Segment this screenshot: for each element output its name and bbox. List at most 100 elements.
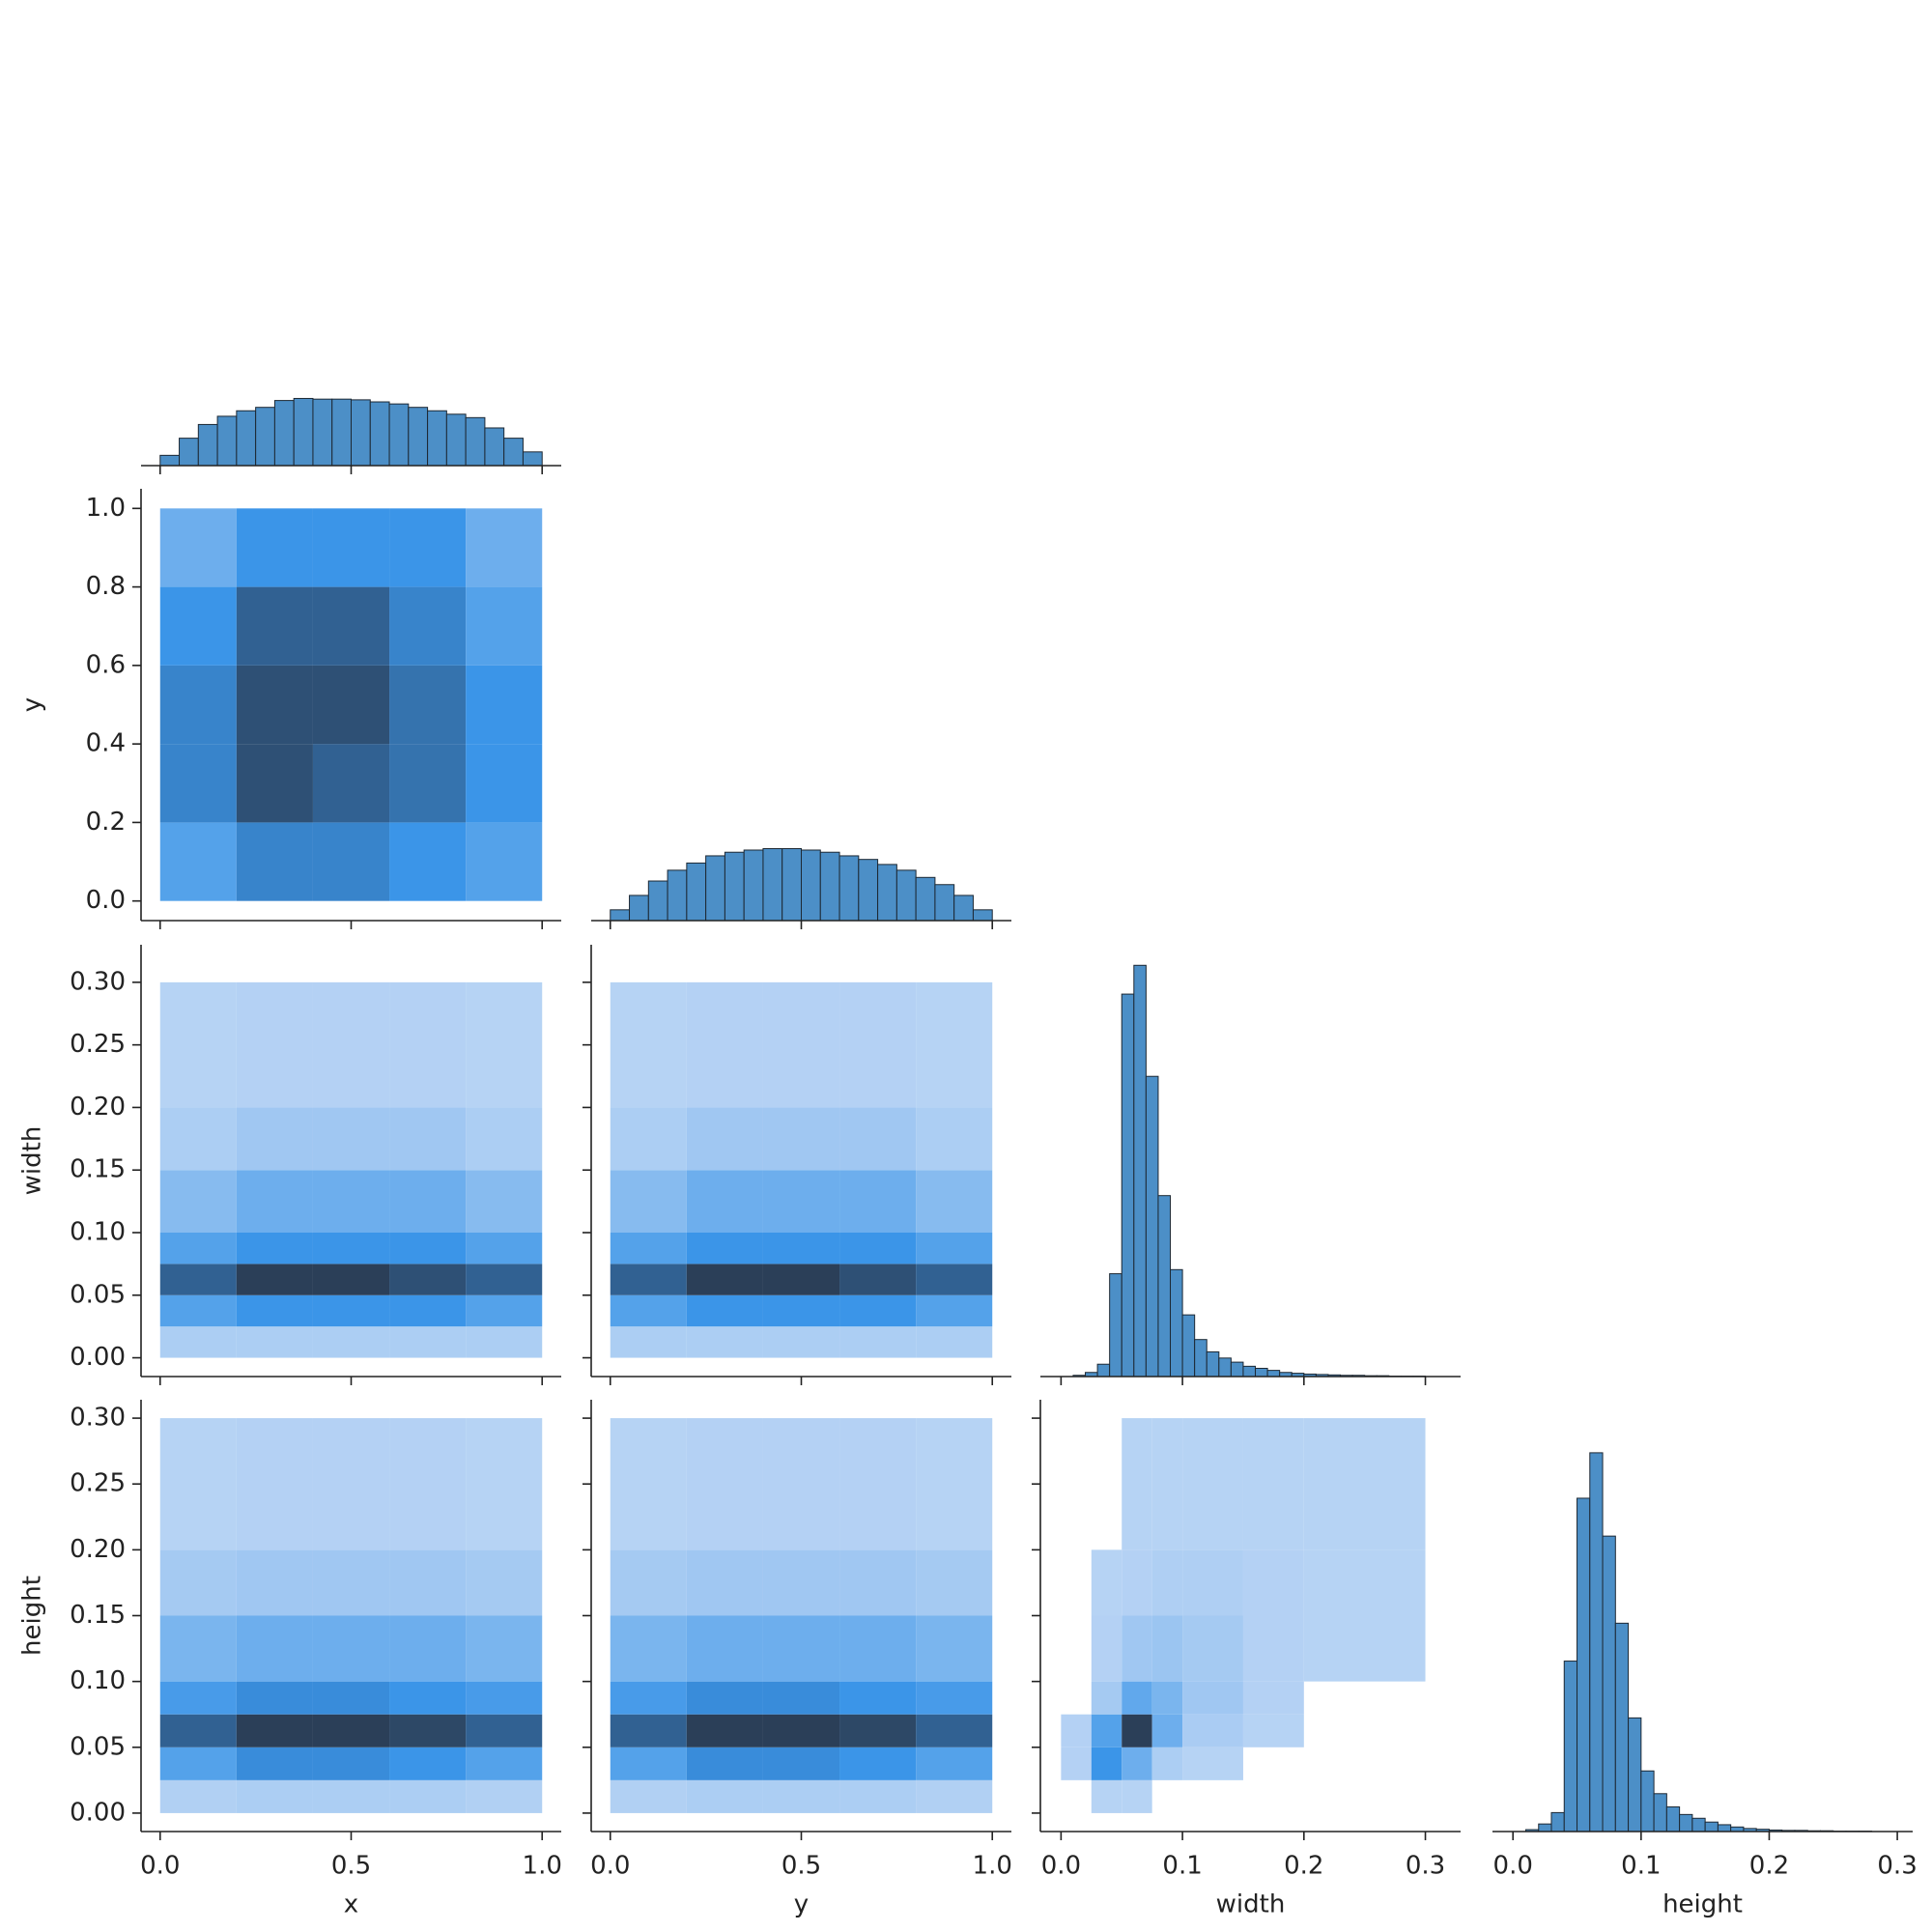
hist2d-cell xyxy=(610,1549,687,1616)
hist2d-cell xyxy=(312,1107,390,1171)
hist2d-cell xyxy=(1122,1714,1152,1747)
histogram-bar xyxy=(1679,1813,1693,1833)
histogram-bar xyxy=(1691,1817,1706,1833)
x-tick-label: 0.1 xyxy=(1621,1852,1661,1881)
hist2d-cell xyxy=(159,1326,237,1358)
hist2d-cell xyxy=(1091,1615,1122,1682)
x-tick-label: 0.0 xyxy=(1041,1852,1081,1881)
hist2d-cell xyxy=(159,1170,237,1233)
hist2d-cell xyxy=(159,1615,237,1682)
hist2d-cell xyxy=(389,1233,467,1264)
hist2d-cell xyxy=(916,1714,993,1747)
hist2d-cell xyxy=(1242,1714,1304,1747)
hist2d-cell xyxy=(312,1779,390,1813)
hist2d-cell xyxy=(839,1549,917,1616)
hist2d-cell xyxy=(389,1170,467,1233)
hist2d-cell xyxy=(466,1714,543,1747)
hist2d-cell xyxy=(1151,1714,1183,1747)
hist2d-cell xyxy=(610,1418,687,1550)
hist2d-cell xyxy=(159,744,237,823)
hist2d-cell xyxy=(762,1170,840,1233)
histogram-bar xyxy=(1614,1622,1630,1833)
hist2d-cell xyxy=(916,1549,993,1616)
hist2d-cell xyxy=(610,1615,687,1682)
y-tick-label: 0.10 xyxy=(70,1666,126,1695)
hist2d-cell xyxy=(686,1233,763,1264)
histogram-bar xyxy=(781,848,803,922)
hist2d-cell xyxy=(236,1615,313,1682)
hist2d-cell xyxy=(839,1264,917,1295)
hist2d-cell xyxy=(839,1615,917,1682)
histogram-bar xyxy=(331,398,352,467)
hist2d-cell xyxy=(762,1714,840,1747)
hist2d-cell xyxy=(762,1615,840,1682)
histogram-bar xyxy=(1665,1806,1681,1833)
hist2d-cell xyxy=(389,744,467,823)
hist2d-cell xyxy=(916,981,993,1108)
hist2d-cell xyxy=(1091,1681,1122,1715)
hist2d-cell xyxy=(312,1418,390,1550)
hist2d-cell xyxy=(762,1779,840,1813)
y-tick-label: 0.25 xyxy=(70,1030,126,1059)
y-tick-label: 0.15 xyxy=(70,1601,126,1630)
hist2d-cell xyxy=(1242,1615,1304,1682)
y-tick-label: 1.0 xyxy=(86,494,126,523)
hist2d-cell xyxy=(389,1264,467,1295)
hist2d-cell xyxy=(466,1615,543,1682)
hist2d-cell xyxy=(159,1549,237,1616)
x-axis-label: x xyxy=(344,1890,358,1919)
hist2d-cell xyxy=(312,744,390,823)
histogram-bar xyxy=(1242,1365,1257,1378)
histogram-bar xyxy=(819,851,840,922)
hist2d-cell xyxy=(1151,1549,1183,1616)
histogram-bar xyxy=(1255,1367,1268,1378)
histogram-bar xyxy=(724,851,745,922)
hist2d-cell xyxy=(610,1747,687,1780)
hist2d-cell xyxy=(1151,1681,1183,1715)
x-axis-label: width xyxy=(1216,1890,1286,1919)
histogram-bar xyxy=(312,398,333,467)
hist2d-cell xyxy=(916,1681,993,1715)
histogram-bar xyxy=(667,869,688,922)
hist2d-cell xyxy=(916,1326,993,1358)
hist2d-cell xyxy=(236,1233,313,1264)
hist2d-cell xyxy=(1242,1681,1304,1715)
hist2d-cell xyxy=(312,1615,390,1682)
hist2d-cell xyxy=(312,1747,390,1780)
hist2d-cell xyxy=(916,1233,993,1264)
hist2d-cell xyxy=(1303,1418,1426,1550)
hist2d-cell xyxy=(389,1681,467,1715)
hist2d-cell xyxy=(1303,1615,1426,1682)
histogram-bar xyxy=(610,909,631,922)
hist2d-cell xyxy=(1242,1418,1304,1550)
hist2d-cell xyxy=(466,665,543,745)
histogram-bar xyxy=(629,895,649,922)
hist2d-cell xyxy=(686,1294,763,1327)
hist2d-cell xyxy=(762,1233,840,1264)
histogram-bar xyxy=(484,427,505,467)
y-tick-label: 0.00 xyxy=(70,1343,126,1372)
y-tick-label: 0.15 xyxy=(70,1155,126,1184)
histogram-bar xyxy=(388,403,410,467)
hist2d-cell xyxy=(610,1714,687,1747)
histogram-bar xyxy=(895,869,917,922)
y-tick-label: 0.8 xyxy=(86,572,126,601)
y-tick-label: 0.0 xyxy=(86,886,126,915)
y-tick-label: 0.20 xyxy=(70,1093,126,1122)
y-tick-label: 0.4 xyxy=(86,729,126,758)
histogram-bar xyxy=(1266,1370,1281,1378)
hist2d-cell xyxy=(312,586,390,666)
hist2d-cell xyxy=(312,1264,390,1295)
histogram-bar xyxy=(1181,1314,1196,1378)
hist2d-cell xyxy=(236,981,313,1108)
hist2d-cell xyxy=(236,1294,313,1327)
histogram-bar xyxy=(1109,1273,1122,1378)
hist2d-cell xyxy=(762,1418,840,1550)
hist2d-cell xyxy=(1122,1779,1152,1813)
hist2d-cell xyxy=(762,1326,840,1358)
x-tick-label: 0.0 xyxy=(1493,1852,1533,1881)
histogram-bar xyxy=(1145,1075,1159,1378)
histogram-bar xyxy=(686,862,707,922)
histogram-bar xyxy=(1157,1195,1172,1378)
